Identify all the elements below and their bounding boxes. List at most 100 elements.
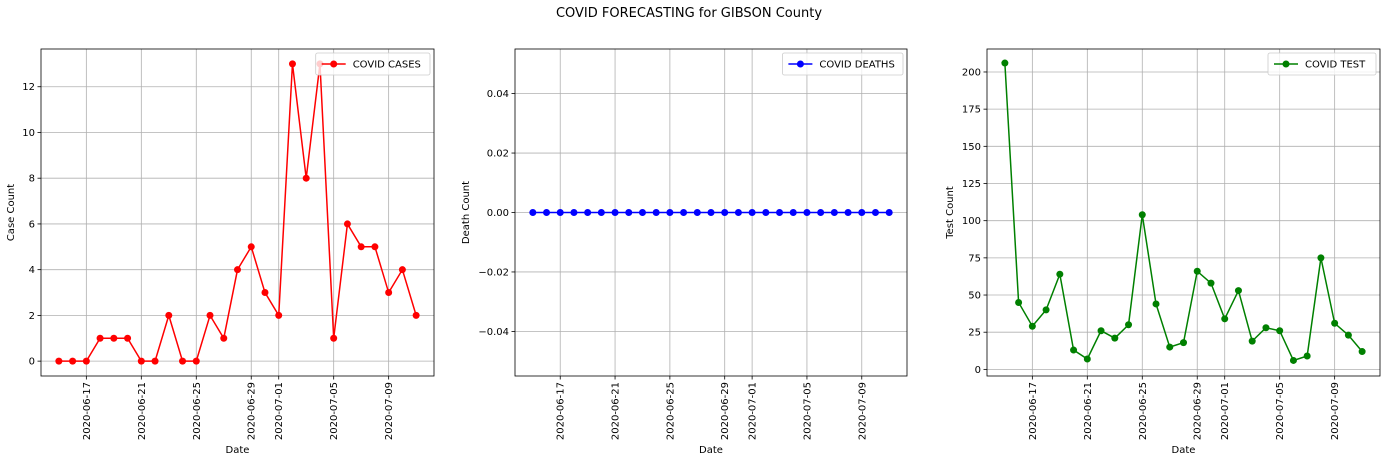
data-point [412, 311, 420, 319]
data-point [1125, 321, 1133, 329]
data-point [817, 209, 825, 216]
data-point [1001, 59, 1009, 67]
data-point [275, 311, 283, 319]
y-tick-label: 0 [975, 365, 981, 376]
data-point [1248, 337, 1256, 345]
data-point [330, 334, 338, 342]
data-point [734, 209, 742, 216]
data-point [206, 311, 214, 319]
y-tick-label: 175 [962, 105, 981, 116]
x-tick-label: 2020-06-17 [82, 382, 93, 440]
legend-marker [1282, 60, 1290, 68]
series-line [58, 63, 417, 362]
x-tick-label: 2020-06-29 [247, 382, 258, 440]
data-point [1138, 211, 1146, 219]
subplot-3: 2020-06-17 2020-06-21 2020-06-25 2020-06-29… [945, 48, 1381, 456]
data-point [844, 209, 852, 216]
y-tick-label: 0.02 [487, 149, 509, 160]
legend-marker [330, 60, 338, 68]
data-point [151, 357, 159, 365]
x-tick-label: 2020-06-17 [1028, 382, 1039, 440]
data-point [261, 289, 269, 297]
y-axis-label: Case Count [6, 184, 17, 241]
data-point [543, 209, 551, 216]
subplot-1: 2020-06-17 2020-06-21 2020-06-25 2020-06-29… [6, 48, 435, 456]
data-point [1358, 348, 1366, 356]
axes-frame [514, 48, 908, 377]
y-tick-label: 100 [962, 216, 981, 227]
data-point [1317, 254, 1325, 262]
data-point [1152, 300, 1160, 308]
x-tick-label: 2020-07-09 [857, 382, 868, 440]
data-point [1097, 327, 1105, 335]
data-point [288, 60, 296, 68]
data-point [1193, 267, 1201, 275]
data-point [192, 357, 200, 365]
subplot-2: 2020-06-17 2020-06-21 2020-06-25 2020-06-29… [461, 48, 908, 456]
x-tick-label: 2020-07-05 [1275, 382, 1286, 440]
x-tick-label: 2020-06-21 [611, 382, 622, 440]
data-point [1083, 355, 1091, 363]
data-point [69, 357, 77, 365]
data-point [871, 209, 879, 216]
data-point [1028, 322, 1036, 330]
data-point [1234, 287, 1242, 295]
data-point [1056, 270, 1064, 278]
subplots: 2020-06-17 2020-06-21 2020-06-25 2020-06-29… [6, 48, 1381, 456]
data-point [707, 209, 715, 216]
data-point [556, 209, 564, 216]
data-point [1276, 327, 1284, 335]
data-point [584, 209, 592, 216]
y-tick-label: 0.00 [487, 208, 509, 219]
data-point [830, 209, 838, 216]
data-point [234, 266, 241, 274]
y-tick-label: 8 [29, 174, 35, 185]
data-point [693, 209, 701, 216]
data-point [1303, 352, 1311, 360]
x-tick-label: 2020-07-01 [274, 382, 285, 440]
y-tick-label: 2 [29, 311, 35, 322]
y-axis-label: Death Count [461, 181, 472, 244]
data-point [625, 209, 633, 216]
data-point [638, 209, 646, 216]
data-point [1262, 324, 1270, 332]
data-point [748, 209, 756, 216]
data-point [1111, 334, 1119, 342]
x-tick-label: 2020-06-21 [1083, 382, 1094, 440]
y-tick-label: 150 [962, 142, 981, 153]
data-point [1180, 339, 1187, 347]
x-axis-label: Date [699, 445, 723, 456]
data-point [1344, 331, 1352, 339]
data-point [220, 334, 228, 342]
legend-box [782, 52, 904, 76]
data-point [1166, 343, 1174, 351]
y-tick-label: 200 [962, 67, 981, 78]
axes-frame [40, 48, 435, 377]
legend-label: COVID TEST [1305, 60, 1366, 71]
data-point [82, 357, 90, 365]
data-point [1207, 279, 1215, 287]
data-point [1289, 356, 1297, 364]
y-tick-label: −0.02 [478, 267, 509, 278]
y-tick-label: 50 [968, 291, 981, 302]
y-tick-label: 75 [968, 253, 981, 264]
legend-label: COVID CASES [353, 60, 421, 71]
y-tick-label: 25 [968, 328, 981, 339]
data-point [179, 357, 187, 365]
x-tick-label: 2020-07-05 [329, 382, 340, 440]
axes-frame [986, 48, 1381, 377]
data-point [357, 243, 365, 251]
x-tick-label: 2020-07-09 [384, 382, 395, 440]
data-point [789, 209, 797, 216]
x-axis-label: Date [1172, 445, 1196, 456]
series-line [1004, 63, 1363, 362]
data-point [611, 209, 619, 216]
data-point [371, 243, 379, 251]
y-tick-label: 125 [962, 179, 981, 190]
x-tick-label: 2020-06-25 [1138, 382, 1149, 440]
legend-label: COVID DEATHS [819, 60, 894, 71]
x-tick-label: 2020-06-29 [1193, 382, 1204, 440]
x-tick-label: 2020-06-21 [137, 382, 148, 440]
x-tick-label: 2020-07-01 [748, 382, 759, 440]
